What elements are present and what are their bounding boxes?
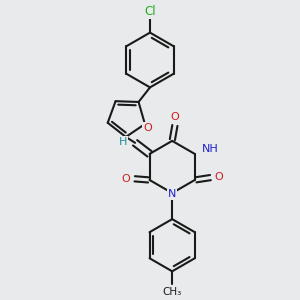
Text: CH₃: CH₃: [163, 287, 182, 297]
Text: Cl: Cl: [144, 5, 156, 18]
Text: N: N: [168, 189, 176, 199]
Text: O: O: [171, 112, 179, 122]
Text: O: O: [122, 174, 130, 184]
Text: H: H: [119, 136, 128, 146]
Text: O: O: [215, 172, 224, 182]
Text: NH: NH: [202, 144, 219, 154]
Text: O: O: [143, 123, 152, 133]
